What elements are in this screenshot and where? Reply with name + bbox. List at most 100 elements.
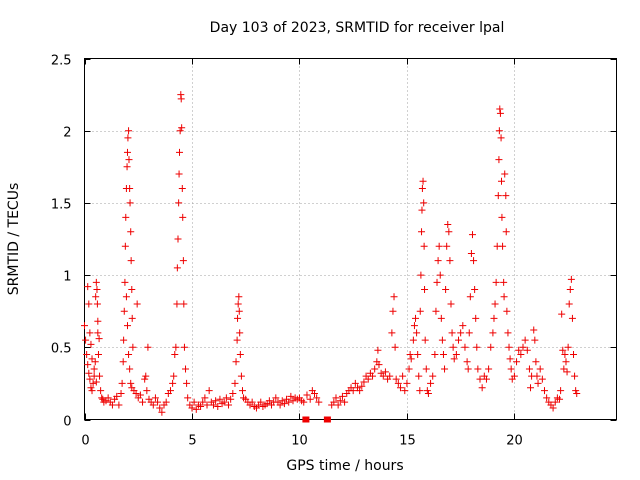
data-point: [85, 300, 93, 308]
data-point: [421, 336, 429, 344]
data-point: [386, 372, 394, 380]
data-point: [435, 242, 443, 250]
data-point: [113, 392, 121, 400]
data-point: [122, 213, 130, 221]
data-point: [449, 343, 457, 351]
y-tick-label: 2: [63, 126, 71, 141]
data-point: [424, 390, 432, 398]
x-axis-label: GPS time / hours: [286, 458, 403, 474]
data-point: [399, 372, 407, 380]
data-point: [175, 199, 183, 207]
data-point: [513, 358, 521, 366]
data-point: [175, 170, 183, 178]
data-point: [108, 401, 116, 409]
data-point: [125, 127, 133, 135]
data-point: [504, 329, 512, 337]
data-point: [149, 401, 157, 409]
y-axis-label: SRMTID / TECUs: [6, 183, 22, 296]
data-point: [84, 361, 92, 369]
data-point: [558, 310, 566, 318]
data-point: [180, 343, 188, 351]
data-point: [497, 134, 505, 142]
data-point: [500, 278, 508, 286]
data-point: [495, 127, 503, 135]
x-tick-label: 20: [506, 434, 523, 449]
data-point: [434, 257, 442, 265]
data-point: [132, 390, 140, 398]
data-point: [171, 351, 179, 359]
data-point: [93, 300, 101, 308]
data-point: [233, 336, 241, 344]
data-point: [420, 242, 428, 250]
data-point: [478, 384, 486, 392]
data-point: [356, 387, 364, 395]
data-point: [212, 397, 220, 405]
data-point: [338, 392, 346, 400]
data-point: [420, 199, 428, 207]
data-point: [303, 391, 311, 399]
data-point: [236, 351, 244, 359]
data-point: [496, 109, 504, 117]
x-tick-label: 0: [81, 434, 89, 449]
data-point: [96, 372, 104, 380]
data-point: [427, 379, 435, 387]
data-point: [92, 293, 100, 301]
data-point: [566, 286, 574, 294]
data-point: [474, 365, 482, 373]
data-point: [421, 286, 429, 294]
data-point: [561, 351, 569, 359]
x-tick-label: 15: [399, 434, 416, 449]
data-point: [431, 351, 439, 359]
data-point: [495, 156, 503, 164]
data-point: [416, 387, 424, 395]
data-point: [532, 358, 540, 366]
data-point: [502, 192, 510, 200]
data-point: [306, 395, 314, 403]
data-point: [390, 293, 398, 301]
y-tick-label: 1.5: [51, 198, 72, 213]
data-point: [455, 336, 463, 344]
data-point: [125, 156, 133, 164]
data-point: [197, 403, 205, 411]
data-point: [237, 372, 245, 380]
data-point: [334, 401, 342, 409]
data-point: [86, 375, 94, 383]
data-point: [506, 355, 514, 363]
data-point: [457, 329, 465, 337]
data-point: [201, 394, 209, 402]
data-point: [433, 278, 441, 286]
data-point: [570, 351, 578, 359]
data-point: [418, 184, 426, 192]
y-tick-label: 0.5: [51, 342, 72, 357]
data-point: [310, 390, 318, 398]
data-point: [536, 365, 544, 373]
data-point: [415, 372, 423, 380]
data-point: [464, 365, 472, 373]
data-point: [126, 199, 134, 207]
data-point: [265, 397, 273, 405]
data-point: [510, 372, 518, 380]
data-point: [463, 358, 471, 366]
data-point: [179, 213, 187, 221]
data-point: [332, 394, 340, 402]
data-point: [126, 365, 134, 373]
data-point: [118, 379, 126, 387]
data-point: [500, 293, 508, 301]
data-point: [88, 387, 96, 395]
data-point: [178, 124, 186, 132]
data-point: [122, 293, 130, 301]
data-point: [216, 395, 224, 403]
data-point: [492, 278, 500, 286]
data-point: [83, 351, 91, 359]
data-point: [88, 355, 96, 363]
data-point: [173, 300, 181, 308]
data-point: [394, 379, 402, 387]
data-point: [414, 351, 422, 359]
data-point: [409, 336, 417, 344]
data-point: [182, 365, 190, 373]
data-point: [95, 335, 103, 343]
data-point: [443, 242, 451, 250]
data-point: [126, 184, 134, 192]
data-point: [551, 398, 559, 406]
data-point: [549, 404, 557, 412]
